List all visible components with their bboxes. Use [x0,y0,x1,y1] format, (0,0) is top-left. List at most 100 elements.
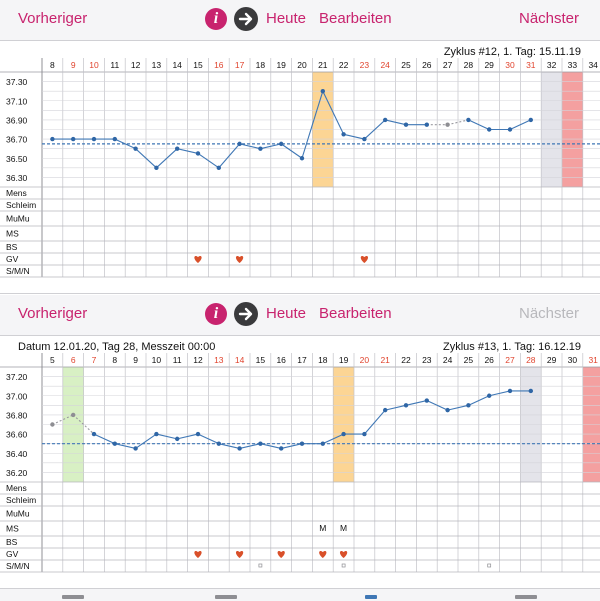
day-label: 8 [50,60,55,70]
day-label: 18 [318,355,328,365]
day-label: 27 [443,60,453,70]
smn-dot [341,563,346,568]
day-label: 31 [526,60,536,70]
day-label: 23 [360,60,370,70]
day-label: 14 [235,355,245,365]
y-tick-label: 36.70 [6,135,28,145]
previous-button[interactable]: Vorheriger [18,305,88,322]
divider [0,335,600,336]
tab-bar [0,588,600,601]
tab-list-icon[interactable] [215,595,237,599]
heart-icon [235,255,244,263]
day-label: 12 [131,60,141,70]
temperature-line [93,433,116,445]
day-label: 13 [152,60,162,70]
temperature-line [343,133,365,140]
temperature-point [154,165,159,171]
day-label: 5 [50,355,55,365]
tab-chart-icon[interactable] [365,595,377,599]
temperature-point [216,165,221,171]
edit-button[interactable]: Bearbeiten [319,10,392,27]
temperature-point [383,407,388,413]
day-label: 30 [505,60,515,70]
y-tick-label: 36.20 [6,468,28,478]
day-label: 23 [422,355,432,365]
smn-dot [258,563,263,568]
temperature-point [466,117,471,123]
temperature-point [133,146,138,151]
info-icon[interactable]: i [205,303,227,325]
temperature-line [197,433,220,445]
temperature-line [489,390,511,397]
y-tick-label: 37.10 [6,96,28,106]
next-button: Nächster [519,305,580,322]
temperature-point [216,441,221,446]
day-label: 14 [172,60,182,70]
temperature-line [72,414,95,435]
tab-settings-icon[interactable] [515,595,537,599]
temperature-line [280,143,303,159]
today-button[interactable]: Heute [266,10,307,27]
day-label: 24 [443,355,453,365]
temperature-point [445,407,450,413]
y-tick-label: 36.50 [6,154,28,164]
arrow-right-icon[interactable] [234,7,258,31]
ms-mark: M [340,523,347,533]
temperature-line [135,433,157,449]
temperature-point [403,403,409,408]
temperature-point [445,122,450,127]
navbar-top: Vorheriger i Heute Bearbeiten Nächster [0,0,600,40]
day-label: 17 [235,60,245,70]
day-label: 9 [71,60,76,70]
day-label: 11 [110,60,119,70]
temperature-point [112,136,118,142]
day-label: 22 [401,355,411,365]
previous-button[interactable]: Vorheriger [18,10,88,27]
divider [0,40,600,41]
divider [0,293,600,294]
temperature-point [154,431,159,437]
day-label: 20 [297,60,307,70]
temperature-point [258,146,263,151]
temperature-line [468,395,490,406]
temperature-point [341,431,346,437]
arrow-right-icon[interactable] [234,302,258,326]
row-label-mens: Mens [6,188,27,198]
temperature-point [279,446,284,451]
edit-button[interactable]: Bearbeiten [319,305,392,322]
next-button[interactable]: Nächster [519,10,580,27]
y-tick-label: 36.30 [6,173,28,183]
day-label: 9 [133,355,138,365]
temperature-point [487,127,492,132]
day-label: 21 [380,355,390,365]
day-label: 13 [214,355,224,365]
day-label: 32 [547,60,557,70]
temperature-line [239,143,261,150]
temperature-point [50,422,55,427]
row-label-smn: S/M/N [6,266,30,276]
day-label: 11 [173,355,182,365]
temperature-line [468,119,490,130]
temperature-point [71,412,76,418]
cycle-info: Zyklus #13, 1. Tag: 16.12.19 [443,341,581,353]
row-label-bs: BS [6,537,18,547]
temperature-line [156,148,178,169]
temperature-point [71,136,76,142]
today-button[interactable]: Heute [266,305,307,322]
temperature-point [237,446,242,451]
temperature-point [299,156,305,161]
heart-icon [235,550,244,558]
temperature-point [362,431,367,437]
temperature-point [507,127,513,132]
info-icon[interactable]: i [205,8,227,30]
heart-icon [277,550,285,558]
temperature-point [403,122,409,127]
temperature-point [424,398,429,403]
tab-back-icon[interactable] [62,595,84,599]
day-label: 30 [568,355,578,365]
temperature-line [114,443,136,449]
row-label-mumu: MuMu [6,509,30,519]
temperature-line [177,433,199,440]
row-label-schleim: Schleim [6,495,36,505]
temperature-point [91,136,97,142]
